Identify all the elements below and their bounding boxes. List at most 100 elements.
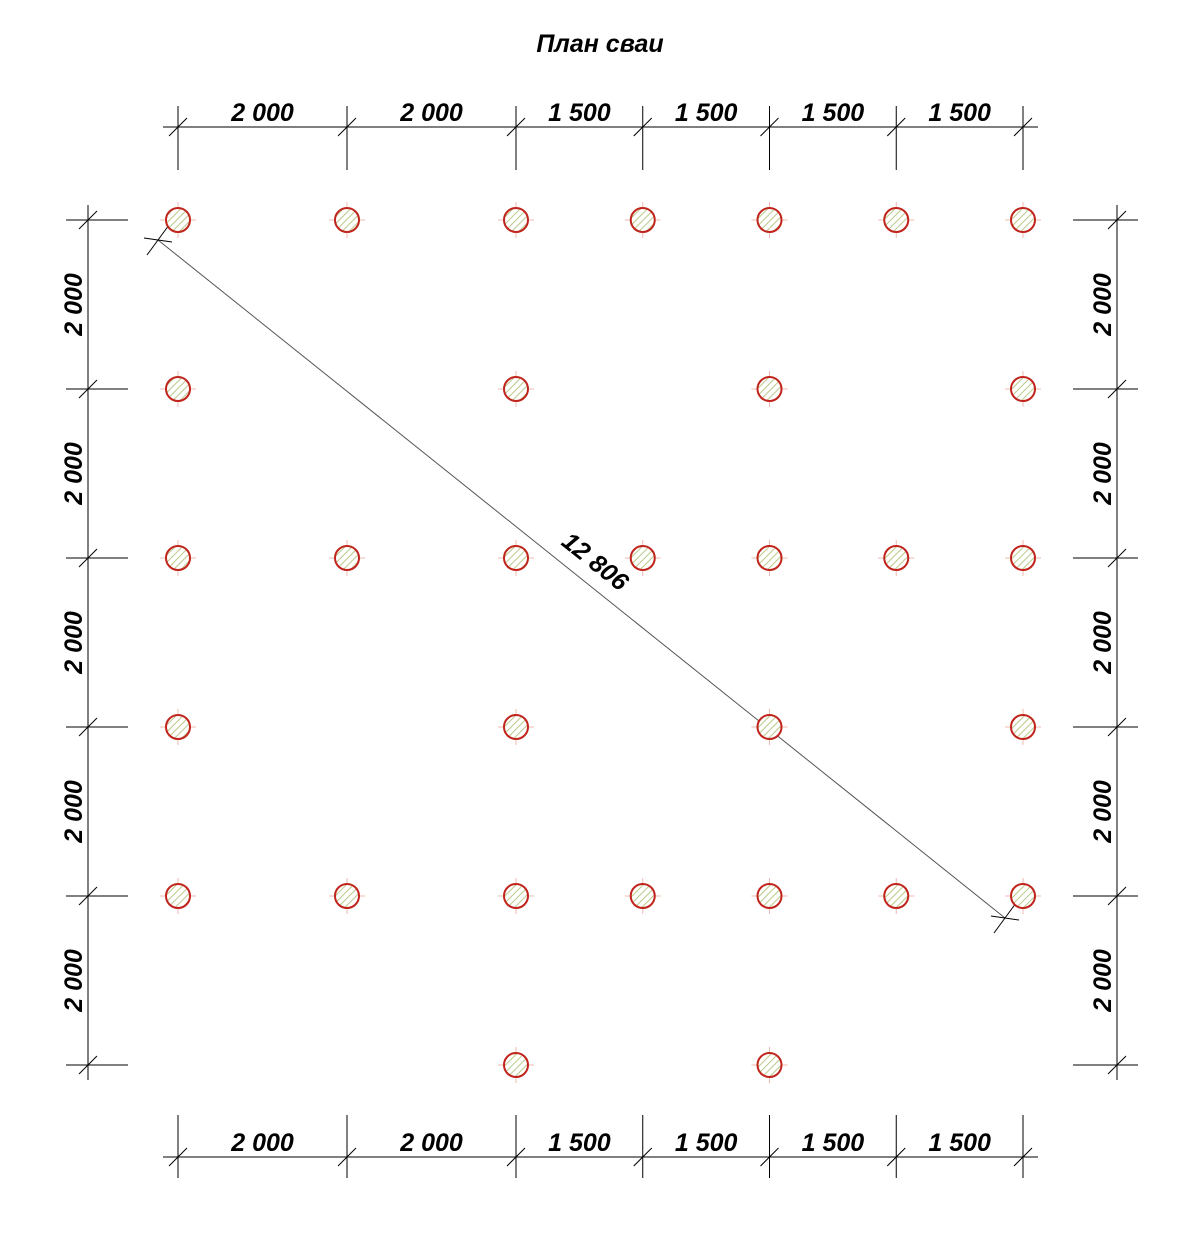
pile-circle-icon xyxy=(624,202,661,238)
dimension-label: 2 000 xyxy=(60,611,88,675)
pile-outline xyxy=(756,207,783,233)
pile-outline xyxy=(165,207,191,233)
pile-circle-icon xyxy=(751,371,788,407)
pile-circle-icon xyxy=(1005,878,1041,914)
pile-circle-icon xyxy=(751,1047,788,1083)
dimension-label: 2 000 xyxy=(230,1129,294,1157)
pile-outline xyxy=(883,545,910,571)
pile-outline xyxy=(756,1052,783,1078)
dimension-tick-icon xyxy=(760,1147,779,1167)
pile-circle-icon xyxy=(160,371,196,407)
diagonal-dimension-label: 12 806 xyxy=(556,527,634,597)
pile-outline xyxy=(503,1052,529,1078)
pile-outline xyxy=(503,207,529,233)
pile-outline xyxy=(165,714,191,740)
dimension-tick-icon xyxy=(337,117,357,137)
dimension-tick-icon xyxy=(506,117,526,137)
dimension-label: 1 500 xyxy=(548,1129,611,1157)
dimension-label: 2 000 xyxy=(1089,780,1117,844)
pile-circle-icon xyxy=(160,878,196,914)
pile-circle-icon xyxy=(751,540,788,576)
pile-outline xyxy=(334,545,360,571)
pile-circle-icon xyxy=(498,202,534,238)
top-dimension-chain: 2 000 2 000 1 500 1 500 1 500 1 500 xyxy=(163,99,1038,170)
right-dimension-chain: 2 000 2 000 2 000 2 000 2 000 xyxy=(1073,205,1138,1080)
bottom-dimension-chain: 2 000 2 000 1 500 1 500 1 500 1 500 xyxy=(163,1115,1038,1178)
dimension-tick-icon xyxy=(506,1147,526,1167)
dimension-label: 1 500 xyxy=(675,1129,738,1157)
dimension-tick-icon xyxy=(886,1147,906,1167)
pile-outline xyxy=(165,545,191,571)
dimension-label: 1 500 xyxy=(675,99,738,127)
dimension-tick-icon xyxy=(143,237,173,243)
dimension-tick-icon xyxy=(1013,117,1033,137)
pile-outline xyxy=(756,883,783,909)
dimension-label: 2 000 xyxy=(230,99,294,127)
dimension-tick-icon xyxy=(78,379,98,399)
pile-circle-icon xyxy=(624,878,661,914)
pile-outline xyxy=(503,883,529,909)
dimension-tick-icon xyxy=(760,117,779,137)
pile-outline xyxy=(1010,376,1036,402)
dimension-tick-icon xyxy=(78,886,98,906)
pile-outline xyxy=(334,883,360,909)
pile-circle-icon xyxy=(1005,709,1041,745)
pile-outline xyxy=(1010,714,1036,740)
dimension-label: 2 000 xyxy=(1089,273,1117,337)
pile-outline xyxy=(756,714,783,740)
pile-circle-icon xyxy=(624,540,661,576)
pile-outline xyxy=(1010,883,1036,909)
pile-circle-icon xyxy=(498,371,534,407)
dimension-tick-icon xyxy=(1013,1147,1033,1167)
dimension-label: 2 000 xyxy=(60,273,88,337)
dimension-tick-icon xyxy=(1107,548,1127,568)
dimension-tick-icon xyxy=(1107,210,1127,230)
dimension-tick-icon xyxy=(168,1147,188,1167)
dimension-label: 2 000 xyxy=(1089,949,1117,1013)
pile-outline xyxy=(1010,207,1036,233)
pile-circle-icon xyxy=(498,1047,534,1083)
dimension-label: 1 500 xyxy=(802,1129,865,1157)
dimension-tick-icon xyxy=(78,210,98,230)
dimension-tick-icon xyxy=(990,915,1020,921)
dimension-tick-icon xyxy=(1107,886,1127,906)
dimension-tick-icon xyxy=(633,1147,653,1167)
dimension-tick-icon xyxy=(78,1055,98,1075)
pile-circle-icon xyxy=(160,540,196,576)
dimension-tick-icon xyxy=(633,117,653,137)
pile-circle-icon xyxy=(498,878,534,914)
pile-outline xyxy=(165,883,191,909)
pile-grid xyxy=(160,202,1041,1083)
pile-outline xyxy=(629,883,656,909)
pile-circle-icon xyxy=(160,202,196,238)
pile-circle-icon xyxy=(329,202,365,238)
diagonal-dimension: 12 806 xyxy=(143,224,1020,934)
dimension-tick-icon xyxy=(337,1147,357,1167)
pile-circle-icon xyxy=(751,202,788,238)
dimension-tick-icon xyxy=(78,717,98,737)
dimension-label: 1 500 xyxy=(548,99,611,127)
dimension-label: 2 000 xyxy=(60,949,88,1013)
pile-circle-icon xyxy=(329,540,365,576)
pile-circle-icon xyxy=(878,540,915,576)
pile-circle-icon xyxy=(160,709,196,745)
pile-outline xyxy=(165,376,191,402)
dimension-label: 2 000 xyxy=(399,1129,463,1157)
pile-outline xyxy=(503,545,529,571)
pile-outline xyxy=(756,545,783,571)
pile-outline xyxy=(756,376,783,402)
dimension-tick-icon xyxy=(1107,379,1127,399)
diagonal-dimension-line xyxy=(157,239,1006,919)
pile-outline xyxy=(629,545,656,571)
pile-circle-icon xyxy=(1005,202,1041,238)
dimension-tick-icon xyxy=(1107,717,1127,737)
pile-outline xyxy=(503,376,529,402)
pile-outline xyxy=(1010,545,1036,571)
pile-circle-icon xyxy=(878,878,915,914)
dimension-tick-icon xyxy=(168,117,188,137)
dimension-label: 1 500 xyxy=(928,99,991,127)
pile-circle-icon xyxy=(1005,371,1041,407)
pile-circle-icon xyxy=(329,878,365,914)
pile-circle-icon xyxy=(751,878,788,914)
